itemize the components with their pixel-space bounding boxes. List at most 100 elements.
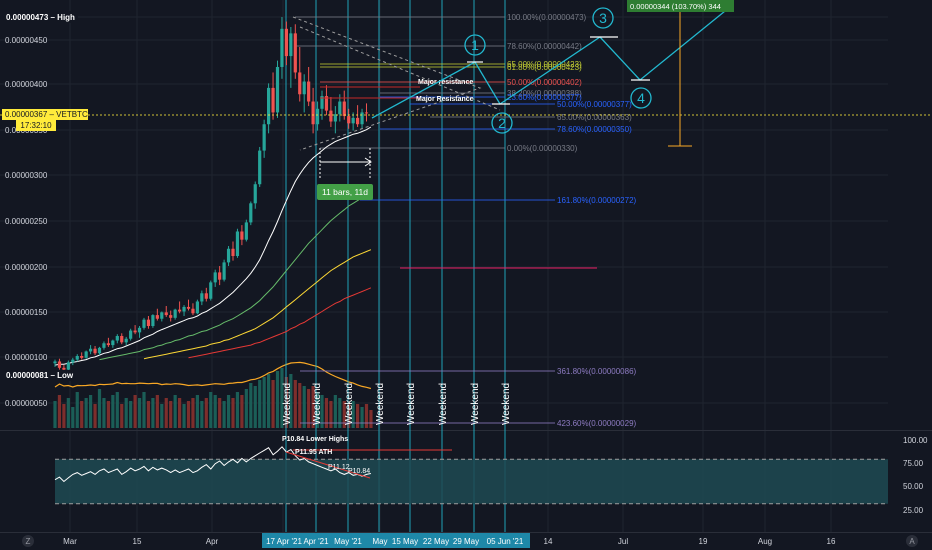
candle-body [280, 28, 284, 67]
candle-body [151, 315, 155, 327]
volume-bar [253, 386, 257, 428]
volume-bar [360, 407, 364, 428]
wave-label: 4 [637, 90, 645, 106]
rsi-annotation: P11.95 ATH [295, 449, 332, 456]
volume-bar [280, 368, 284, 428]
auto-scale-icon-bg [906, 535, 918, 547]
candle-body [173, 309, 177, 318]
candle-body [320, 96, 324, 109]
fib-level-label: 78.60%(0.00000350) [557, 125, 632, 134]
volume-bar [53, 401, 57, 428]
volume-bar [84, 398, 88, 428]
candle-body [244, 222, 248, 240]
candle-body [324, 96, 329, 111]
volume-bar [89, 395, 93, 428]
time-tick-label: 16 [827, 537, 836, 546]
candle-body [186, 306, 191, 309]
volume-bar [302, 386, 306, 428]
candle-body [155, 315, 159, 319]
candle-body [164, 312, 168, 316]
bars-label-box [317, 184, 373, 200]
zoom-icon: Z [26, 537, 31, 546]
volume-bar [142, 392, 146, 428]
candle-body [102, 343, 106, 348]
candles [53, 17, 369, 374]
candle-body [231, 248, 235, 257]
volume-bar [164, 398, 168, 428]
candle-body [93, 348, 97, 354]
fib-level-label: 100.00%(0.00000473) [507, 13, 587, 22]
volume-bar [115, 392, 119, 428]
candle-body [315, 108, 320, 125]
wave-circle [464, 34, 486, 56]
candle-body [293, 33, 297, 73]
time-tick-label: 19 [699, 537, 708, 546]
candle-body [258, 150, 262, 185]
candle-body [338, 101, 342, 115]
fib-level-label: 161.80%(0.00000272) [557, 196, 637, 205]
volume-bar [298, 383, 302, 428]
time-tick-label: 15 [133, 537, 142, 546]
volume-bar [151, 398, 155, 428]
current-time-label: 17:32:10 [20, 121, 52, 130]
candle-body [133, 330, 137, 333]
candle-body [106, 343, 110, 346]
volume-bar [307, 389, 311, 428]
measure-label: 0.00000344 (103.70%) 344 [630, 2, 721, 11]
candle-body [226, 248, 231, 263]
fib-level-label: 65.00%(0.00000423) [507, 60, 582, 69]
current-price-label: 0.00000367 – VETBTC [5, 110, 88, 119]
candle-body [235, 231, 240, 257]
candle-body [53, 361, 57, 364]
volume-bar [209, 392, 213, 428]
volume-bar [137, 398, 142, 428]
weekend-label: Weekend [344, 383, 355, 425]
rsi-tick-label: 25.00 [903, 506, 924, 515]
zoom-icon-bg [22, 535, 34, 547]
wave-label: 2 [498, 115, 506, 131]
volume-bar [275, 371, 280, 428]
price-tick-label: 0.00000450 [5, 36, 48, 45]
candle-body [71, 359, 75, 363]
candle-body [75, 356, 79, 360]
bar-range-arrow [364, 157, 372, 167]
rsi-annotation: P10.84 [348, 468, 370, 475]
volume-bar [267, 374, 271, 428]
wave-circle [592, 7, 614, 29]
time-tick-label: Aug [758, 537, 772, 546]
volume-bar [57, 395, 62, 428]
volume-bar [71, 407, 75, 428]
volume-bar [62, 404, 66, 428]
weekend-label: Weekend [438, 383, 449, 425]
time-tick-label: 14 [544, 537, 553, 546]
candle-body [333, 114, 337, 122]
volume-bar [311, 386, 315, 428]
wave-label: 1 [471, 37, 479, 53]
candle-body [356, 117, 360, 125]
candle-body [84, 351, 88, 358]
time-highlight-label: 29 May [453, 537, 479, 546]
volume-bar [169, 401, 173, 428]
major-resistance-label-1: Major resistance [418, 79, 473, 86]
elliott-wave-path [371, 6, 731, 119]
drawings: Major resistance Major Resistance 1 2 3 4 0.00… [0, 0, 932, 425]
moving-average-line [54, 126, 372, 366]
rsi-annotation: P10.84 Lower Highs [282, 436, 348, 443]
auto-scale-icon: A [909, 537, 915, 546]
candle-body [289, 33, 293, 57]
candle-body [115, 336, 119, 341]
time-tick-label: Jul [618, 537, 628, 546]
volume-bar [289, 374, 293, 428]
volume-bar [173, 395, 177, 428]
candle-body [146, 319, 151, 327]
time-highlight-label: 17 Apr '21 [266, 537, 302, 546]
volume-bar [262, 377, 266, 428]
fib-level-label: 78.60%(0.00000442) [507, 42, 582, 51]
triangle-pattern [292, 16, 482, 151]
candle-body [347, 116, 351, 124]
fib-level-label: 0.00%(0.00000330) [507, 144, 578, 153]
